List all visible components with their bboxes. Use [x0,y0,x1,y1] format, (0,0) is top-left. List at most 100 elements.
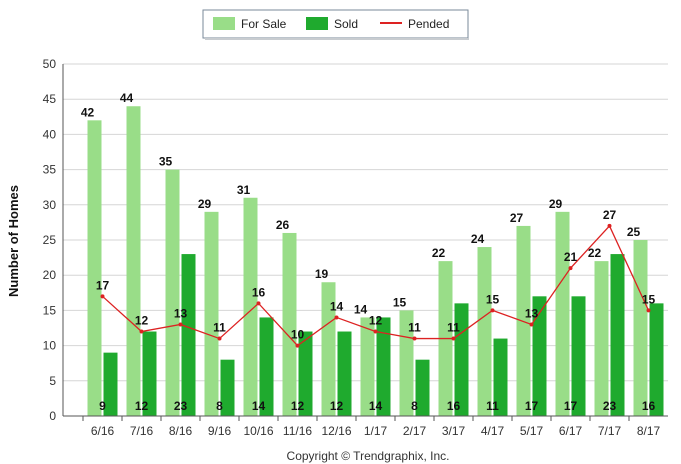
data-label-for-sale: 42 [81,105,95,119]
bar-for-sale [126,106,141,417]
bar-for-sale [321,282,336,416]
data-label-for-sale: 44 [120,91,134,105]
data-label-sold: 17 [525,399,539,413]
copyright-footer: Copyright © Trendgraphix, Inc. [287,449,450,463]
data-label-sold: 14 [252,399,266,413]
data-label-for-sale: 29 [198,197,212,211]
bar-for-sale [204,211,219,416]
data-label-sold: 12 [330,399,344,413]
bar-for-sale [165,169,180,416]
bar-for-sale [87,120,102,416]
y-tick-label: 5 [49,374,56,388]
x-tick-label: 6/17 [559,424,583,438]
data-label-sold: 12 [291,399,305,413]
pended-point [139,329,144,334]
data-label-for-sale: 15 [393,295,407,309]
bar-sold [493,338,508,416]
bar-sold [259,317,274,416]
x-tick-label: 1/17 [364,424,388,438]
bar-sold [454,303,469,416]
pended-point [529,322,534,327]
pended-point [373,329,378,334]
bar-sold [181,254,196,416]
bar-sold [376,317,391,416]
data-label-for-sale: 31 [237,183,251,197]
data-label-pended: 11 [447,321,460,335]
data-label-sold: 14 [369,399,383,413]
data-label-sold: 11 [486,399,499,413]
bar-sold [415,359,430,416]
pended-point [217,336,222,341]
x-tick-label: 8/16 [169,424,193,438]
data-label-for-sale: 19 [315,267,329,281]
data-label-for-sale: 22 [588,246,602,260]
data-label-for-sale: 24 [471,232,485,246]
legend: For Sale Sold Pended [202,9,469,40]
data-label-sold: 16 [642,399,656,413]
legend-label-for-sale: For Sale [241,17,287,31]
x-tick-label: 2/17 [403,424,427,438]
legend-label-pended: Pended [408,17,449,31]
data-label-pended: 11 [408,321,421,335]
data-label-pended: 15 [642,292,656,306]
data-label-pended: 12 [369,314,383,328]
bar-sold [220,359,235,416]
pended-point [646,308,651,313]
data-label-for-sale: 14 [354,302,368,316]
data-label-sold: 8 [411,399,418,413]
bar-for-sale [477,247,492,416]
bar-sold [103,352,118,416]
data-label-sold: 23 [603,399,617,413]
bar-sold [610,254,625,416]
data-label-for-sale: 26 [276,218,290,232]
legend-label-sold: Sold [334,17,358,31]
y-tick-label: 35 [43,163,57,177]
x-tick-label: 8/17 [637,424,661,438]
x-tick-label: 6/16 [91,424,115,438]
x-tick-label: 12/16 [321,424,351,438]
data-label-pended: 15 [486,292,500,306]
bar-sold [298,331,313,416]
data-label-pended: 13 [174,306,188,320]
data-label-for-sale: 25 [627,225,641,239]
y-tick-label: 0 [49,409,56,423]
data-label-for-sale: 35 [159,155,173,169]
bar-for-sale [633,240,648,416]
data-label-for-sale: 29 [549,197,563,211]
data-label-sold: 17 [564,399,578,413]
data-label-pended: 12 [135,314,149,328]
y-tick-label: 25 [43,233,57,247]
x-tick-label: 3/17 [442,424,466,438]
x-tick-label: 7/17 [598,424,622,438]
pended-point [568,266,573,271]
data-label-sold: 9 [99,399,106,413]
axes: 0 5 10 15 20 25 30 35 40 45 50 6/16 7/16 8/16 9/16 10/1… [43,57,668,438]
bar-for-sale [594,261,609,416]
bar-sold [649,303,664,416]
pended-point [451,336,456,341]
bar-for-sale [555,211,570,416]
y-tick-label: 40 [43,127,57,141]
pended-point [334,315,339,320]
data-label-pended: 14 [330,299,344,313]
pended-point [412,336,417,341]
data-label-pended: 10 [291,328,305,342]
x-tick-label: 9/16 [208,424,232,438]
pended-line [100,223,651,348]
x-tick-label: 5/17 [520,424,544,438]
pended-point [295,343,300,348]
bars [87,106,664,417]
bar-sold [532,296,547,416]
y-tick-label: 45 [43,92,57,106]
pended-point [178,322,183,327]
legend-swatch-sold [306,17,328,30]
x-tick-label: 7/16 [130,424,154,438]
data-label-pended: 11 [213,321,226,335]
legend-swatch-for-sale [213,17,235,30]
pended-point [490,308,495,313]
bar-sold [571,296,586,416]
y-tick-label: 10 [43,339,57,353]
x-tick-label: 4/17 [481,424,505,438]
